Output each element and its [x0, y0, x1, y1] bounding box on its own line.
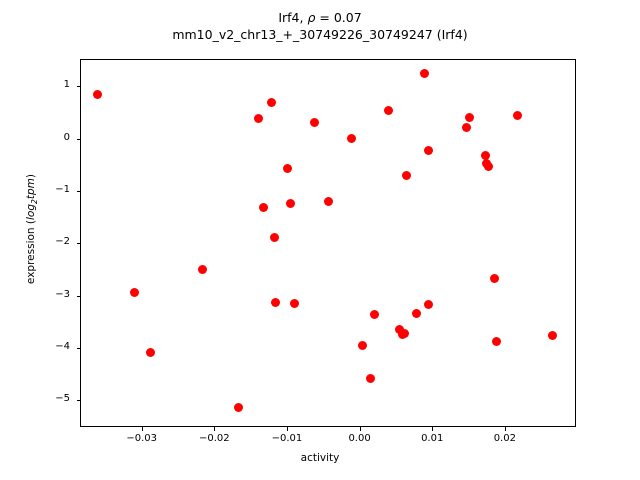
x-tick-mark — [432, 427, 434, 431]
scatter-point — [310, 117, 320, 127]
y-tick-mark — [76, 243, 80, 245]
scatter-point — [481, 151, 490, 161]
x-tick-label: 0.00 — [348, 433, 371, 444]
scatter-point — [399, 328, 409, 338]
y-tick-mark — [76, 86, 80, 88]
y-tick-label: 1 — [63, 79, 70, 91]
scatter-point — [512, 110, 522, 120]
scatter-point — [234, 402, 244, 412]
y-tick-label: −4 — [55, 340, 70, 352]
scatter-point — [324, 196, 334, 206]
scatter-point — [290, 298, 299, 308]
scatter-point — [491, 337, 501, 347]
y-tick-mark — [76, 400, 80, 402]
chart-title-block: Irf4, ρ = 0.07 mm10_v2_chr13_+_30749226_… — [0, 10, 640, 43]
plot-area — [80, 59, 576, 427]
y-tick-mark — [76, 295, 80, 297]
scatter-points-layer — [81, 60, 575, 426]
scatter-point — [267, 97, 277, 107]
scatter-point — [462, 123, 472, 133]
log2tpm-units: log2tpm — [24, 178, 40, 220]
chart-title: Irf4, ρ = 0.07 — [278, 10, 362, 25]
y-axis-label: expression (log2tpm) — [24, 174, 40, 285]
y-tick-mark — [76, 190, 80, 192]
x-tick-label: −0.01 — [271, 433, 303, 444]
y-tick-mark — [76, 138, 80, 140]
scatter-point — [197, 264, 207, 274]
x-tick-mark — [359, 427, 361, 431]
scatter-point — [93, 90, 103, 100]
scatter-point — [258, 203, 268, 213]
scatter-point — [358, 340, 368, 350]
scatter-point — [285, 198, 295, 208]
scatter-point — [420, 68, 429, 78]
scatter-point — [395, 324, 405, 334]
scatter-point — [547, 331, 557, 341]
y-tick-label: 0 — [63, 131, 70, 143]
scatter-point — [465, 112, 475, 122]
scatter-point — [271, 298, 281, 308]
x-tick-mark — [141, 427, 143, 431]
x-tick-label: 0.01 — [421, 433, 444, 444]
scatter-point — [346, 134, 356, 144]
scatter-point — [423, 299, 433, 309]
scatter-point — [365, 374, 375, 384]
y-tick-mark — [76, 347, 80, 349]
x-tick-mark — [286, 427, 288, 431]
scatter-point — [489, 274, 499, 284]
y-tick-label: −2 — [55, 236, 70, 248]
y-tick-label: −3 — [55, 288, 70, 300]
scatter-point — [483, 162, 493, 172]
scatter-point — [253, 113, 263, 123]
scatter-point — [130, 288, 140, 298]
scatter-point — [383, 105, 393, 115]
x-tick-mark — [504, 427, 506, 431]
scatter-point — [146, 348, 156, 358]
rho-symbol: ρ — [307, 10, 316, 25]
scatter-point — [269, 233, 279, 243]
x-tick-mark — [214, 427, 216, 431]
scatter-point — [412, 309, 421, 319]
chart-subtitle: mm10_v2_chr13_+_30749226_30749247 (Irf4) — [172, 26, 468, 42]
scatter-point — [424, 146, 434, 156]
y-tick-label: −1 — [55, 183, 70, 195]
scatter-point — [401, 170, 411, 180]
x-tick-label: −0.03 — [126, 433, 158, 444]
scatter-point — [369, 309, 379, 319]
y-tick-label: −5 — [55, 393, 70, 405]
x-axis-label: activity — [300, 452, 340, 464]
x-tick-label: −0.02 — [199, 433, 230, 444]
scatter-point — [282, 164, 292, 174]
x-tick-label: 0.02 — [493, 433, 516, 444]
